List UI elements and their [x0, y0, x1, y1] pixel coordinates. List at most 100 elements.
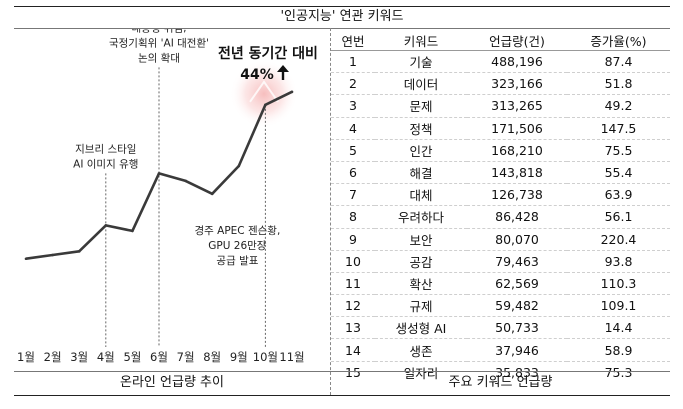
x-tick-label: 5월 — [123, 350, 141, 364]
data-point — [290, 90, 294, 94]
mentions-cell: 79,463 — [467, 250, 567, 273]
table-row: 8 우려하다 86,428 56.1 — [331, 205, 670, 229]
growth-cell: 51.8 — [567, 72, 670, 96]
header-mentions: 언급량(건) — [467, 30, 567, 51]
highlight-value: 44% — [240, 67, 274, 83]
rank-cell: 3 — [331, 94, 375, 118]
growth-cell: 75.5 — [567, 139, 670, 162]
rank-cell: 7 — [331, 183, 375, 207]
growth-cell: 93.8 — [567, 250, 670, 273]
growth-cell: 56.1 — [567, 205, 670, 229]
rank-cell: 4 — [331, 117, 375, 140]
growth-cell: 87.4 — [567, 50, 670, 74]
growth-cell: 109.1 — [567, 294, 670, 318]
keyword-cell: 생존 — [375, 338, 467, 362]
table-row: 10 공감 79,463 93.8 — [331, 250, 670, 273]
table-row: 1 기술 488,196 87.4 — [331, 50, 670, 74]
mentions-cell: 86,428 — [467, 205, 567, 229]
x-tick-label: 7월 — [177, 350, 195, 364]
growth-cell: 55.4 — [567, 161, 670, 185]
rank-cell: 6 — [331, 161, 375, 185]
data-point — [51, 253, 54, 257]
keyword-cell: 우려하다 — [375, 205, 467, 229]
keyword-cell: 데이터 — [375, 72, 467, 96]
growth-cell: 220.4 — [567, 228, 670, 251]
mentions-cell: 50,733 — [467, 316, 567, 340]
table-row: 4 정책 171,506 147.5 — [331, 117, 670, 140]
highlight-label: 전년 동기간 대비 — [218, 45, 318, 62]
mentions-cell: 168,210 — [467, 139, 567, 162]
figure-title: '인공지능' 연관 키워드 — [280, 9, 404, 24]
title-rule — [14, 28, 670, 29]
data-point — [184, 179, 187, 183]
table-row: 7 대체 126,738 63.9 — [331, 183, 670, 207]
table-row: 13 생성형 AI 50,733 14.4 — [331, 316, 670, 340]
growth-cell: 63.9 — [567, 183, 670, 207]
table-header-row: 연번 키워드 언급량(건) 증가율(%) — [331, 30, 670, 51]
data-point — [210, 192, 214, 196]
bottom-rule — [14, 395, 670, 396]
keyword-cell: 공감 — [375, 250, 467, 273]
header-keyword: 키워드 — [375, 30, 467, 51]
data-point — [264, 103, 267, 107]
event-annotation-text: AI 이미지 유행 — [73, 158, 138, 170]
right-caption: 주요 키워드 언급량 — [448, 375, 553, 390]
table-row: 12 규제 59,482 109.1 — [331, 294, 670, 318]
growth-cell: 14.4 — [567, 316, 670, 340]
table-row: 14 생존 37,946 58.9 — [331, 338, 670, 362]
rank-cell: 5 — [331, 139, 375, 162]
caption-rule — [14, 371, 670, 372]
growth-cell: 110.3 — [567, 272, 670, 296]
mention-trend-chart: 1월 2월 3월 4월 5월 6월 7월 8월 9월 10월 11월 지브리 스타일 AI 이미지 유… — [17, 29, 318, 364]
rank-cell: 11 — [331, 272, 375, 296]
highlight-glow-chevron — [249, 80, 279, 103]
header-growth: 증가율(%) — [567, 30, 670, 51]
x-tick-label: 2월 — [44, 350, 62, 364]
rank-cell: 14 — [331, 338, 375, 362]
mentions-cell: 37,946 — [467, 338, 567, 362]
keyword-cell: 규제 — [375, 294, 467, 318]
table-row: 6 해결 143,818 55.4 — [331, 161, 670, 185]
mentions-cell: 313,265 — [467, 94, 567, 118]
x-tick-label: 1월 — [17, 350, 35, 364]
rank-cell: 15 — [345, 364, 361, 380]
table-row: 5 인간 168,210 75.5 — [331, 139, 670, 162]
event-annotation-text: 논의 확대 — [138, 51, 180, 64]
keyword-cell: 인간 — [375, 139, 467, 162]
keyword-cell: 보안 — [375, 228, 467, 251]
keyword-cell: 확산 — [375, 272, 467, 296]
up-arrow-icon — [277, 65, 289, 80]
highlight-glow — [230, 59, 298, 128]
top-rule — [14, 6, 670, 7]
table-row: 9 보안 80,070 220.4 — [331, 228, 670, 251]
data-point — [77, 250, 81, 253]
keyword-cell: 정책 — [375, 117, 467, 140]
table-body: 1 기술 488,196 87.4 2 데이터 323,166 51.8 3 문제 313,265 4… — [331, 50, 670, 383]
table-row: 2 데이터 323,166 51.8 — [331, 72, 670, 96]
keyword-cell: 생성형 AI — [375, 316, 467, 340]
x-tick-label: 3월 — [70, 350, 88, 364]
rank-cell: 9 — [331, 228, 375, 251]
x-tick-label: 4월 — [97, 350, 115, 364]
event-annotation-text: 국정기획위 'AI 대전환' — [109, 36, 209, 49]
keyword-table: 연번 키워드 언급량(건) 증가율(%) 1 기술 488,196 87.4 2 데이터 3… — [331, 30, 670, 383]
mentions-cell: 59,482 — [467, 294, 567, 318]
x-tick-label: 9월 — [230, 350, 248, 364]
header-rank: 연번 — [331, 30, 375, 51]
x-tick-label: 6월 — [150, 350, 168, 364]
growth-cell: 49.2 — [567, 94, 670, 118]
data-point — [157, 172, 161, 175]
x-tick-label: 8월 — [203, 350, 221, 364]
table-row: 15 일자리 35,833 75.3 — [331, 361, 670, 383]
mentions-cell: 143,818 — [467, 161, 567, 185]
keyword-cell: 기술 — [375, 50, 467, 74]
data-point — [237, 164, 241, 168]
growth-cell: 75.3 — [604, 364, 633, 380]
event-annotation-text: 공급 발표 — [216, 255, 258, 267]
mentions-cell: 62,569 — [467, 272, 567, 296]
event-annotation-text: GPU 26만장 — [208, 240, 267, 252]
mentions-cell: 323,166 — [467, 72, 567, 96]
event-annotation-text: 경주 APEC 젠슨황, — [195, 224, 281, 237]
mentions-cell: 35,833 — [495, 364, 539, 380]
keyword-cell: 문제 — [375, 94, 467, 118]
